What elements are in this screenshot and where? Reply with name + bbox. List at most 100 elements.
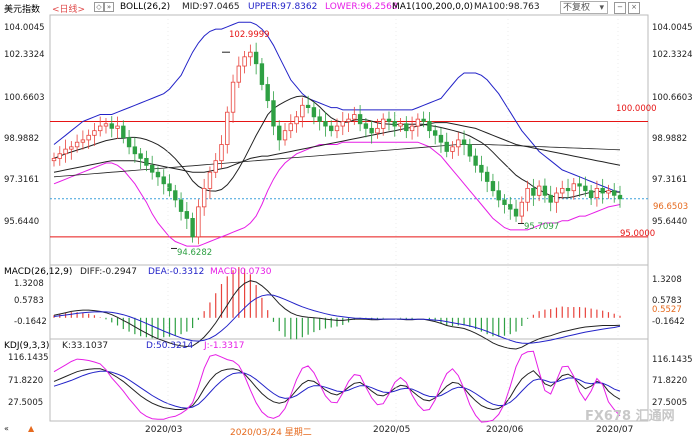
boll-lower-value: LOWER:96.2568 [325, 2, 398, 12]
candle-body [612, 190, 617, 196]
candle-body [265, 84, 270, 102]
macd-dea-line [53, 294, 621, 344]
candle-body [138, 153, 143, 159]
candle-body [86, 134, 91, 141]
candle-body [74, 141, 80, 148]
candle-body [248, 51, 253, 58]
low-annotation-2: 95.7097 [524, 222, 560, 232]
candle-body [409, 125, 415, 132]
ma200-line [53, 144, 621, 178]
candle-body [479, 164, 484, 173]
candle-body [109, 123, 114, 129]
minimize-button[interactable]: − [614, 2, 626, 14]
candle-body [392, 121, 397, 127]
candle-body [427, 121, 432, 132]
candle-body [467, 144, 473, 157]
candle-body [242, 56, 247, 67]
period-tag[interactable]: <日线> [52, 5, 86, 15]
scroll-right-icon[interactable]: ▲ [28, 424, 35, 433]
candle-body [571, 183, 576, 192]
kdj-ytick-left: 116.1435 [8, 353, 49, 363]
candle-body [190, 217, 195, 238]
candle-body [386, 118, 392, 122]
candle-body [513, 208, 519, 217]
macd-current-value: 0.5527 [652, 305, 682, 315]
candle-body [398, 123, 403, 127]
candle-body [502, 199, 507, 205]
candle-body [606, 190, 611, 194]
candle-body [334, 125, 340, 132]
kdj-label: KDJ(9,3,3) [4, 341, 50, 351]
candle-body [178, 199, 184, 212]
candle-body [201, 187, 207, 208]
candle-body [294, 116, 299, 125]
kdj-k-line [53, 368, 621, 411]
candle-body [346, 118, 351, 122]
main-ytick-left: 98.9882 [4, 134, 40, 144]
candle-body [432, 130, 438, 136]
candle-body [253, 51, 259, 65]
kdj-d-value: D:50.3214 [146, 341, 194, 351]
candle-body [98, 125, 103, 132]
kdj-k-value: K:33.1037 [62, 341, 109, 351]
boll-upper-line [53, 21, 621, 193]
macd-diff-line [53, 280, 621, 350]
candle-body [277, 125, 282, 141]
candle-body [531, 187, 536, 196]
candle-body [617, 194, 623, 200]
candle-body [588, 190, 594, 199]
candle-body [230, 81, 236, 113]
candle-body [311, 107, 317, 118]
candle-body [225, 111, 230, 145]
boll-lower-line [53, 141, 621, 247]
candle-body [288, 123, 293, 132]
candle-body [484, 171, 490, 182]
macd-dea-value: DEA:-0.3312 [148, 267, 205, 277]
candle-body [381, 118, 386, 129]
main-ytick-left: 102.3324 [4, 50, 45, 60]
boll-upper-value: UPPER:97.8362 [248, 2, 318, 12]
candle-body [196, 206, 201, 238]
macd-diff-value: DIFF:-0.2947 [80, 267, 138, 277]
candle-body [155, 171, 161, 178]
candle-body [444, 141, 449, 152]
main-ytick-right: 98.9882 [652, 134, 688, 144]
macd-label: MACD(26,12,9) [4, 267, 73, 277]
settings-icon[interactable]: ◇ [94, 2, 104, 12]
candle-body [184, 211, 190, 219]
candle-body [121, 125, 126, 139]
last-price-label: 96.6503 [652, 202, 690, 212]
candle-body [352, 114, 357, 120]
kdj-ytick-left: 71.8220 [8, 376, 44, 386]
hline-label-100: 100.0000 [616, 104, 657, 114]
candle-body [305, 104, 311, 108]
candle-body [126, 137, 132, 148]
candle-body [149, 164, 155, 173]
kdj-j-value: J:-1.3317 [204, 341, 245, 351]
restore-dropdown[interactable]: 不复权 ▾ [560, 1, 608, 14]
chevron-icon[interactable]: » [104, 2, 114, 12]
date-label: 2020/03 [145, 425, 183, 435]
candle-body [363, 123, 369, 129]
main-ytick-right: 104.0045 [652, 23, 693, 33]
main-ytick-left: 97.3161 [4, 175, 40, 185]
macd-ytick-left: 1.3208 [14, 279, 44, 289]
candle-body [340, 121, 345, 127]
candle-body [600, 187, 605, 194]
boll-mid-value: MID:97.0465 [182, 2, 240, 12]
chevron-down-icon: ▾ [599, 3, 604, 13]
candle-body [565, 187, 571, 192]
candle-body [271, 100, 276, 127]
candle-body [173, 190, 178, 201]
candle-body [69, 146, 74, 150]
candle-body [63, 148, 68, 155]
close-button[interactable]: × [628, 2, 640, 14]
low-annotation: 94.6282 [177, 248, 213, 258]
scroll-left-icon[interactable]: « [4, 424, 9, 433]
candle-body [132, 146, 138, 155]
candle-body [357, 114, 363, 125]
main-ytick-right: 100.6603 [652, 93, 693, 103]
cursor-date-label: 2020/03/24 星期二 [230, 428, 312, 438]
macd-macd-value: MACD:0.0730 [210, 267, 272, 277]
candle-body [519, 201, 525, 217]
